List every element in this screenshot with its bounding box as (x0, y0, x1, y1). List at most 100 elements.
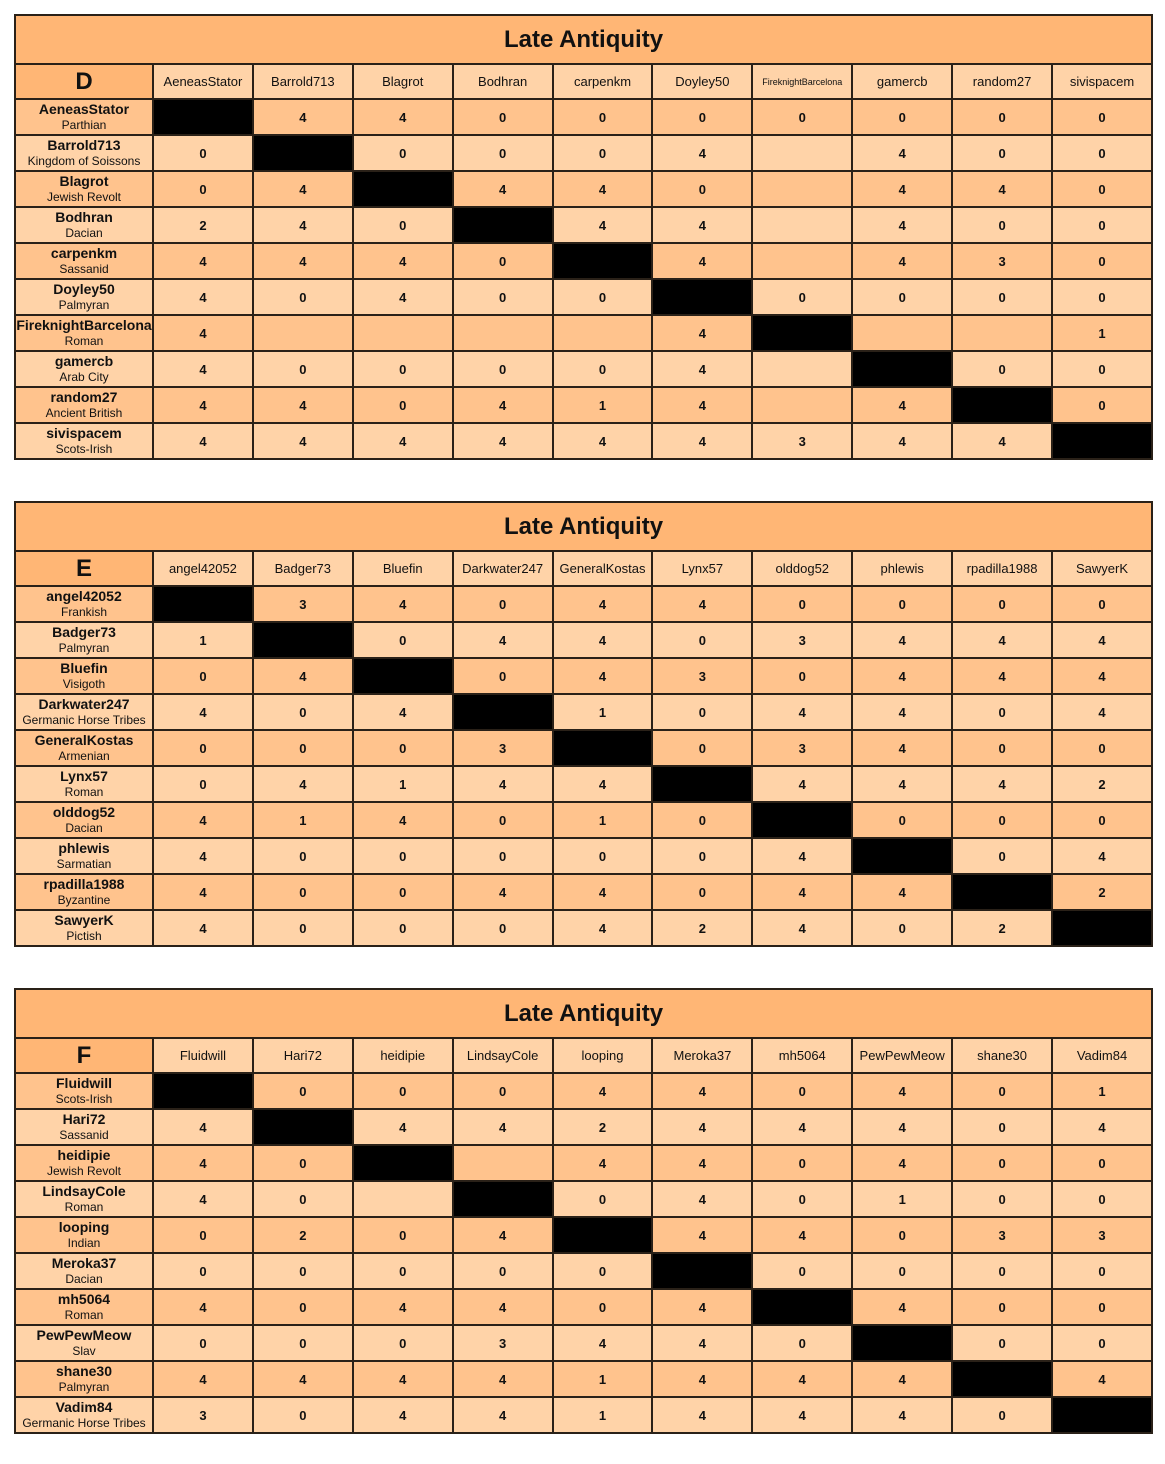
score-cell: 0 (951, 134, 1054, 172)
score-cell: 4 (1051, 657, 1153, 695)
score-cell: 0 (951, 1252, 1054, 1290)
score-cell: 0 (152, 1324, 254, 1362)
score-cell: 1 (551, 386, 654, 424)
column-header: Meroka37 (651, 1037, 754, 1074)
player-faction: Scots-Irish (55, 1092, 113, 1106)
score-cell: 0 (351, 729, 454, 767)
score-cell: 0 (651, 98, 754, 136)
score-cell: 4 (851, 1144, 954, 1182)
self-match-cell (451, 693, 554, 731)
table-row: mh5064 Roman 4 0 4 4 0 4 4 0 0 (14, 1288, 1153, 1326)
score-cell (751, 350, 854, 388)
score-cell: 0 (1051, 801, 1153, 839)
score-cell: 4 (251, 765, 354, 803)
score-cell: 0 (152, 1216, 254, 1254)
score-cell: 4 (751, 1108, 854, 1146)
column-header: mh5064 (751, 1037, 854, 1074)
score-cell: 0 (751, 98, 854, 136)
column-header: Bodhran (451, 63, 554, 100)
score-cell: 0 (951, 1072, 1054, 1110)
score-cell: 0 (851, 278, 954, 316)
score-cell: 0 (451, 278, 554, 316)
score-cell: 2 (152, 206, 254, 244)
score-cell: 0 (951, 1144, 1054, 1182)
group-d-table: Late Antiquity D AeneasStator Barrold713 Bla… (14, 14, 1153, 460)
score-cell: 4 (951, 170, 1054, 208)
score-cell: 4 (651, 350, 754, 388)
column-header: angel42052 (152, 550, 254, 587)
row-header: random27 Ancient British (14, 386, 154, 424)
score-cell: 0 (351, 1216, 454, 1254)
score-cell: 3 (251, 585, 354, 623)
score-cell: 4 (651, 206, 754, 244)
score-cell: 4 (851, 1072, 954, 1110)
score-cell: 2 (251, 1216, 354, 1254)
column-header: Fluidwill (152, 1037, 254, 1074)
player-name: phlewis (58, 840, 110, 856)
table-row: Meroka37 Dacian 0 0 0 0 0 0 0 0 0 (14, 1252, 1153, 1290)
score-cell: 4 (451, 1396, 554, 1434)
score-cell: 4 (751, 873, 854, 911)
score-cell: 4 (651, 585, 754, 623)
player-name: gamercb (54, 353, 114, 369)
score-cell: 4 (351, 585, 454, 623)
score-cell: 0 (751, 1252, 854, 1290)
player-faction: Parthian (61, 118, 107, 132)
score-cell: 4 (451, 873, 554, 911)
score-cell: 2 (551, 1108, 654, 1146)
score-cell: 4 (551, 621, 654, 659)
score-cell: 4 (152, 837, 254, 875)
player-faction: Palmyran (58, 298, 110, 312)
score-cell: 0 (1051, 134, 1153, 172)
score-cell (351, 314, 454, 352)
score-cell: 0 (951, 837, 1054, 875)
score-cell: 0 (251, 873, 354, 911)
row-header: Blagrot Jewish Revolt (14, 170, 154, 208)
score-cell: 4 (651, 1072, 754, 1110)
self-match-cell (251, 1108, 354, 1146)
score-cell: 4 (251, 98, 354, 136)
table-row: Barrold713 Kingdom of Soissons 0 0 0 0 4 4 0 0 (14, 134, 1153, 172)
score-cell: 4 (152, 801, 254, 839)
score-cell: 0 (1051, 1324, 1153, 1362)
self-match-cell (351, 1144, 454, 1182)
player-name: Doyley50 (53, 281, 115, 297)
score-cell: 1 (1051, 314, 1153, 352)
score-cell: 4 (152, 1288, 254, 1326)
column-header: AeneasStator (152, 63, 254, 100)
self-match-cell (251, 621, 354, 659)
table-row: angel42052 Frankish 3 4 0 4 4 0 0 0 0 (14, 585, 1153, 623)
row-header: AeneasStator Parthian (14, 98, 154, 136)
table-row: rpadilla1988 Byzantine 4 0 0 4 4 0 4 4 2 (14, 873, 1153, 911)
row-header: SawyerK Pictish (14, 909, 154, 947)
score-cell: 3 (1051, 1216, 1153, 1254)
score-cell: 0 (351, 621, 454, 659)
player-name: Hari72 (62, 1111, 106, 1127)
row-header: sivispacem Scots-Irish (14, 422, 154, 460)
score-cell: 0 (451, 657, 554, 695)
column-header: olddog52 (751, 550, 854, 587)
player-name: shane30 (55, 1363, 113, 1379)
self-match-cell (152, 98, 254, 136)
table-row: FireknightBarcelona Roman 4 4 1 (14, 314, 1153, 352)
row-header: LindsayCole Roman (14, 1180, 154, 1218)
score-cell: 4 (152, 422, 254, 460)
score-cell: 0 (951, 1180, 1054, 1218)
score-cell: 4 (152, 314, 254, 352)
score-cell (751, 206, 854, 244)
score-cell: 3 (951, 1216, 1054, 1254)
score-cell: 4 (751, 1216, 854, 1254)
self-match-cell (751, 801, 854, 839)
self-match-cell (351, 657, 454, 695)
score-cell: 4 (651, 1108, 754, 1146)
score-cell: 0 (851, 98, 954, 136)
score-cell: 0 (152, 1252, 254, 1290)
score-cell: 0 (751, 1072, 854, 1110)
self-match-cell (851, 837, 954, 875)
score-cell: 0 (851, 909, 954, 947)
score-cell: 0 (951, 350, 1054, 388)
score-cell: 4 (751, 1396, 854, 1434)
player-name: Meroka37 (51, 1255, 117, 1271)
score-cell (451, 1144, 554, 1182)
score-cell: 0 (251, 1324, 354, 1362)
